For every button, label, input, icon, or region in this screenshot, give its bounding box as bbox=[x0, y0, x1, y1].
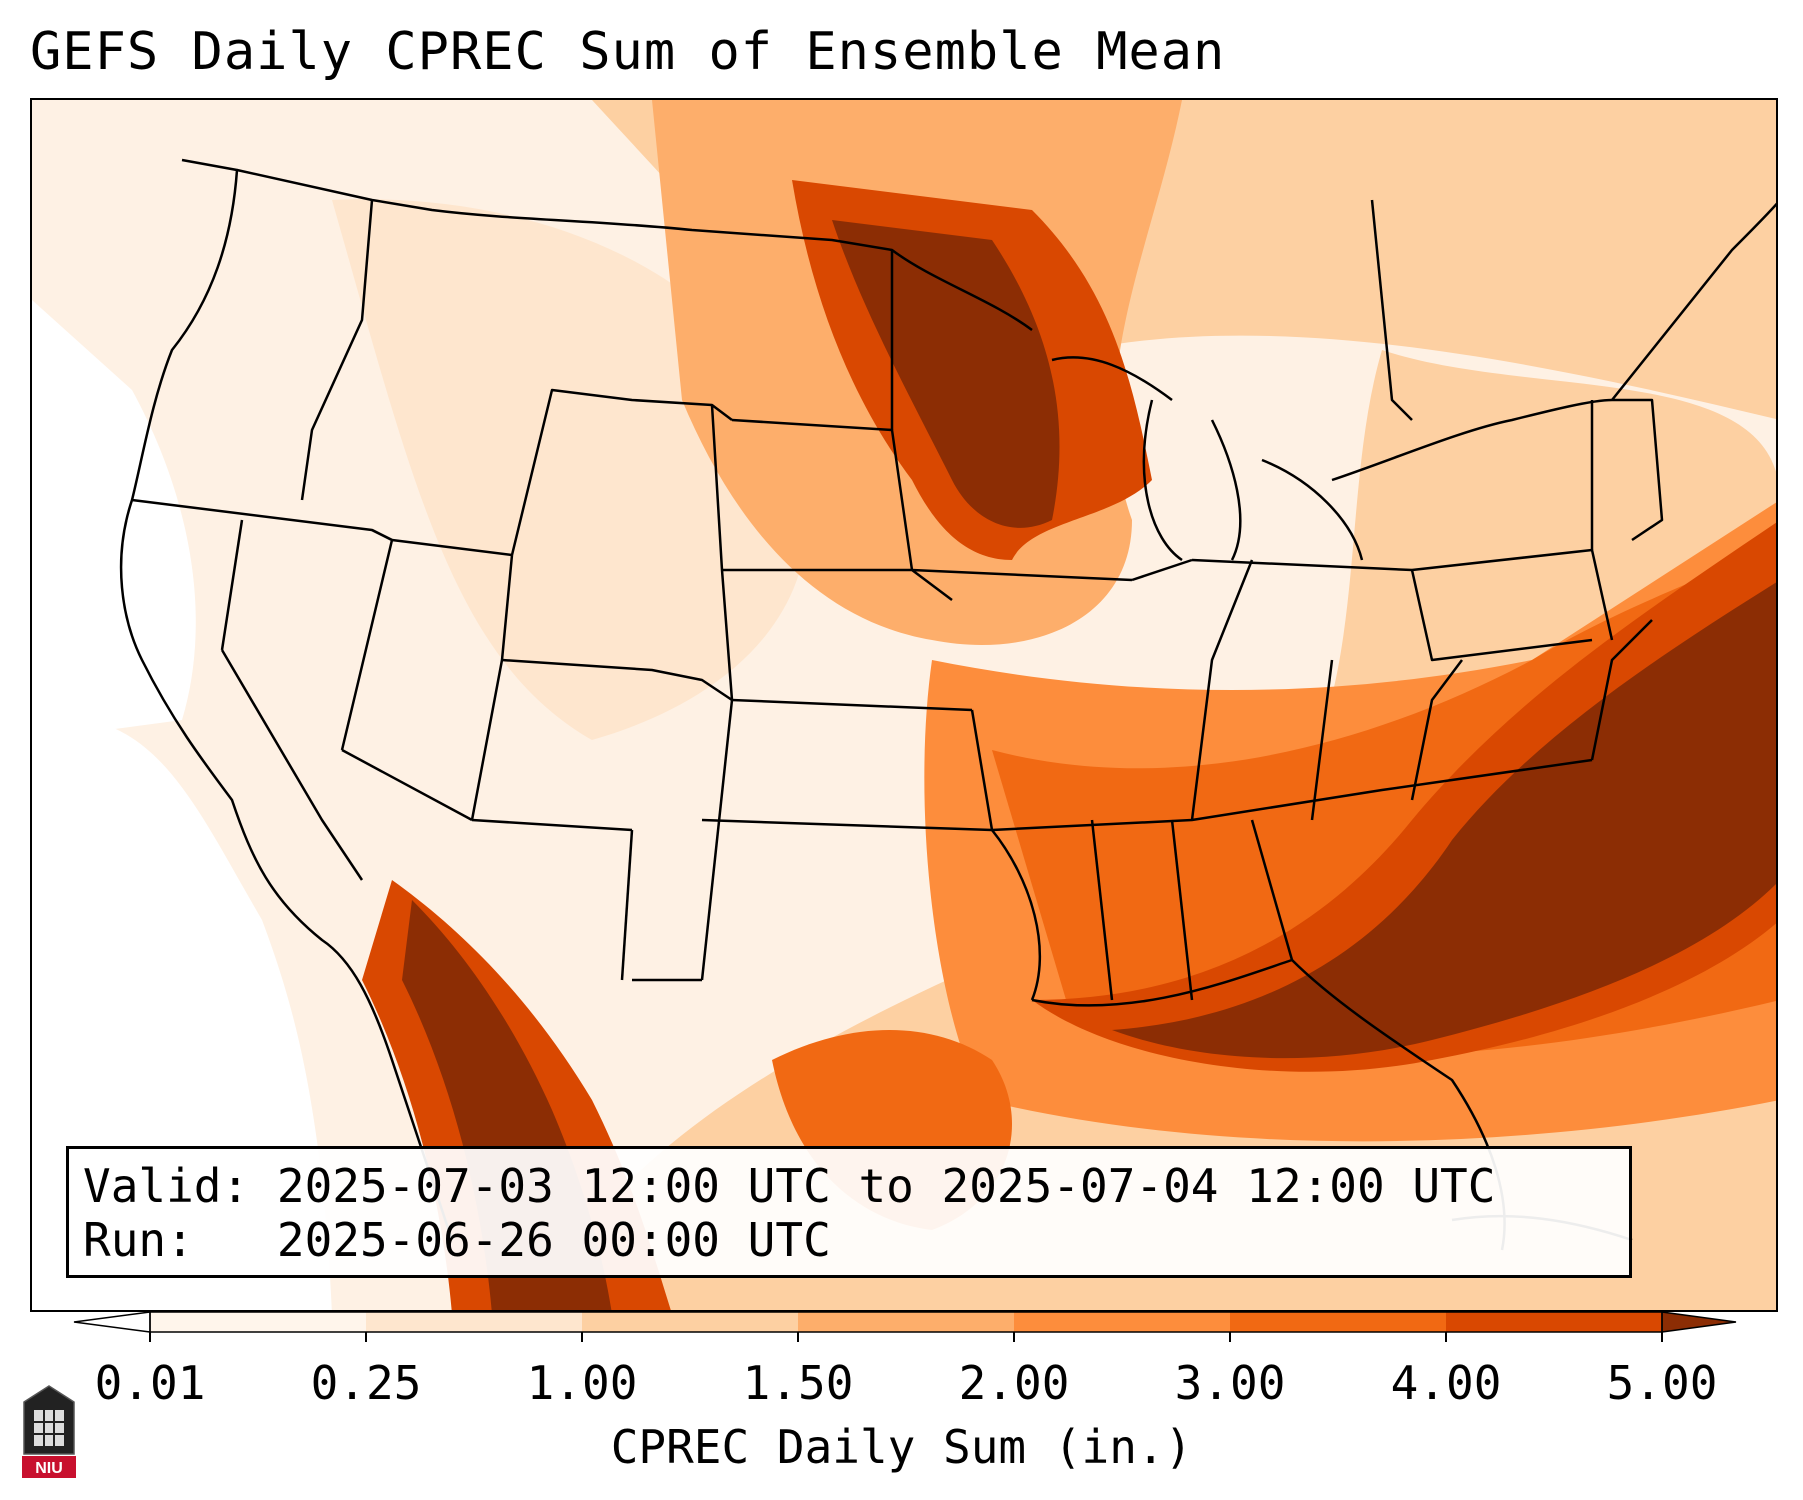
valid-label: Valid: bbox=[83, 1159, 250, 1213]
run-label: Run: bbox=[83, 1213, 194, 1267]
colorbar-tick-label: 1.00 bbox=[526, 1356, 638, 1410]
colorbar-segment bbox=[366, 1312, 583, 1332]
colorbar-segment bbox=[798, 1312, 1015, 1332]
colorbar-tick-label: 5.00 bbox=[1606, 1356, 1718, 1410]
colorbar-segment bbox=[1446, 1312, 1663, 1332]
precip-field bbox=[32, 100, 1776, 1310]
precipitation-map bbox=[30, 98, 1778, 1312]
colorbar bbox=[73, 1312, 1737, 1342]
colorbar-outline bbox=[149, 1312, 1663, 1333]
colorbar-max-extension bbox=[1661, 1312, 1737, 1333]
colorbar-min-extension bbox=[73, 1312, 151, 1333]
colorbar-segment bbox=[582, 1312, 799, 1332]
colorbar-segment bbox=[1230, 1312, 1447, 1332]
colorbar-tick-label: 1.50 bbox=[742, 1356, 854, 1410]
colorbar-segment bbox=[1014, 1312, 1231, 1332]
map-title: GEFS Daily CPREC Sum of Ensemble Mean bbox=[30, 22, 1226, 82]
colorbar-tick-label: 4.00 bbox=[1390, 1356, 1502, 1410]
colorbar-tick-label: 0.25 bbox=[310, 1356, 422, 1410]
niu-logo-text: NIU bbox=[35, 1460, 63, 1477]
colorbar-tick-label: 2.00 bbox=[958, 1356, 1070, 1410]
colorbar-tick-label: 3.00 bbox=[1174, 1356, 1286, 1410]
colorbar-label: CPREC Daily Sum (in.) bbox=[610, 1420, 1193, 1474]
valid-run-info: Valid: 2025-07-03 12:00 UTC to 2025-07-0… bbox=[66, 1146, 1632, 1278]
colorbar-segment bbox=[150, 1312, 367, 1332]
run-value: 2025-06-26 00:00 UTC bbox=[276, 1213, 831, 1267]
niu-logo-icon: NIU bbox=[20, 1382, 78, 1480]
valid-value: 2025-07-03 12:00 UTC to 2025-07-04 12:00… bbox=[276, 1159, 1496, 1213]
colorbar-tick-label: 0.01 bbox=[94, 1356, 206, 1410]
